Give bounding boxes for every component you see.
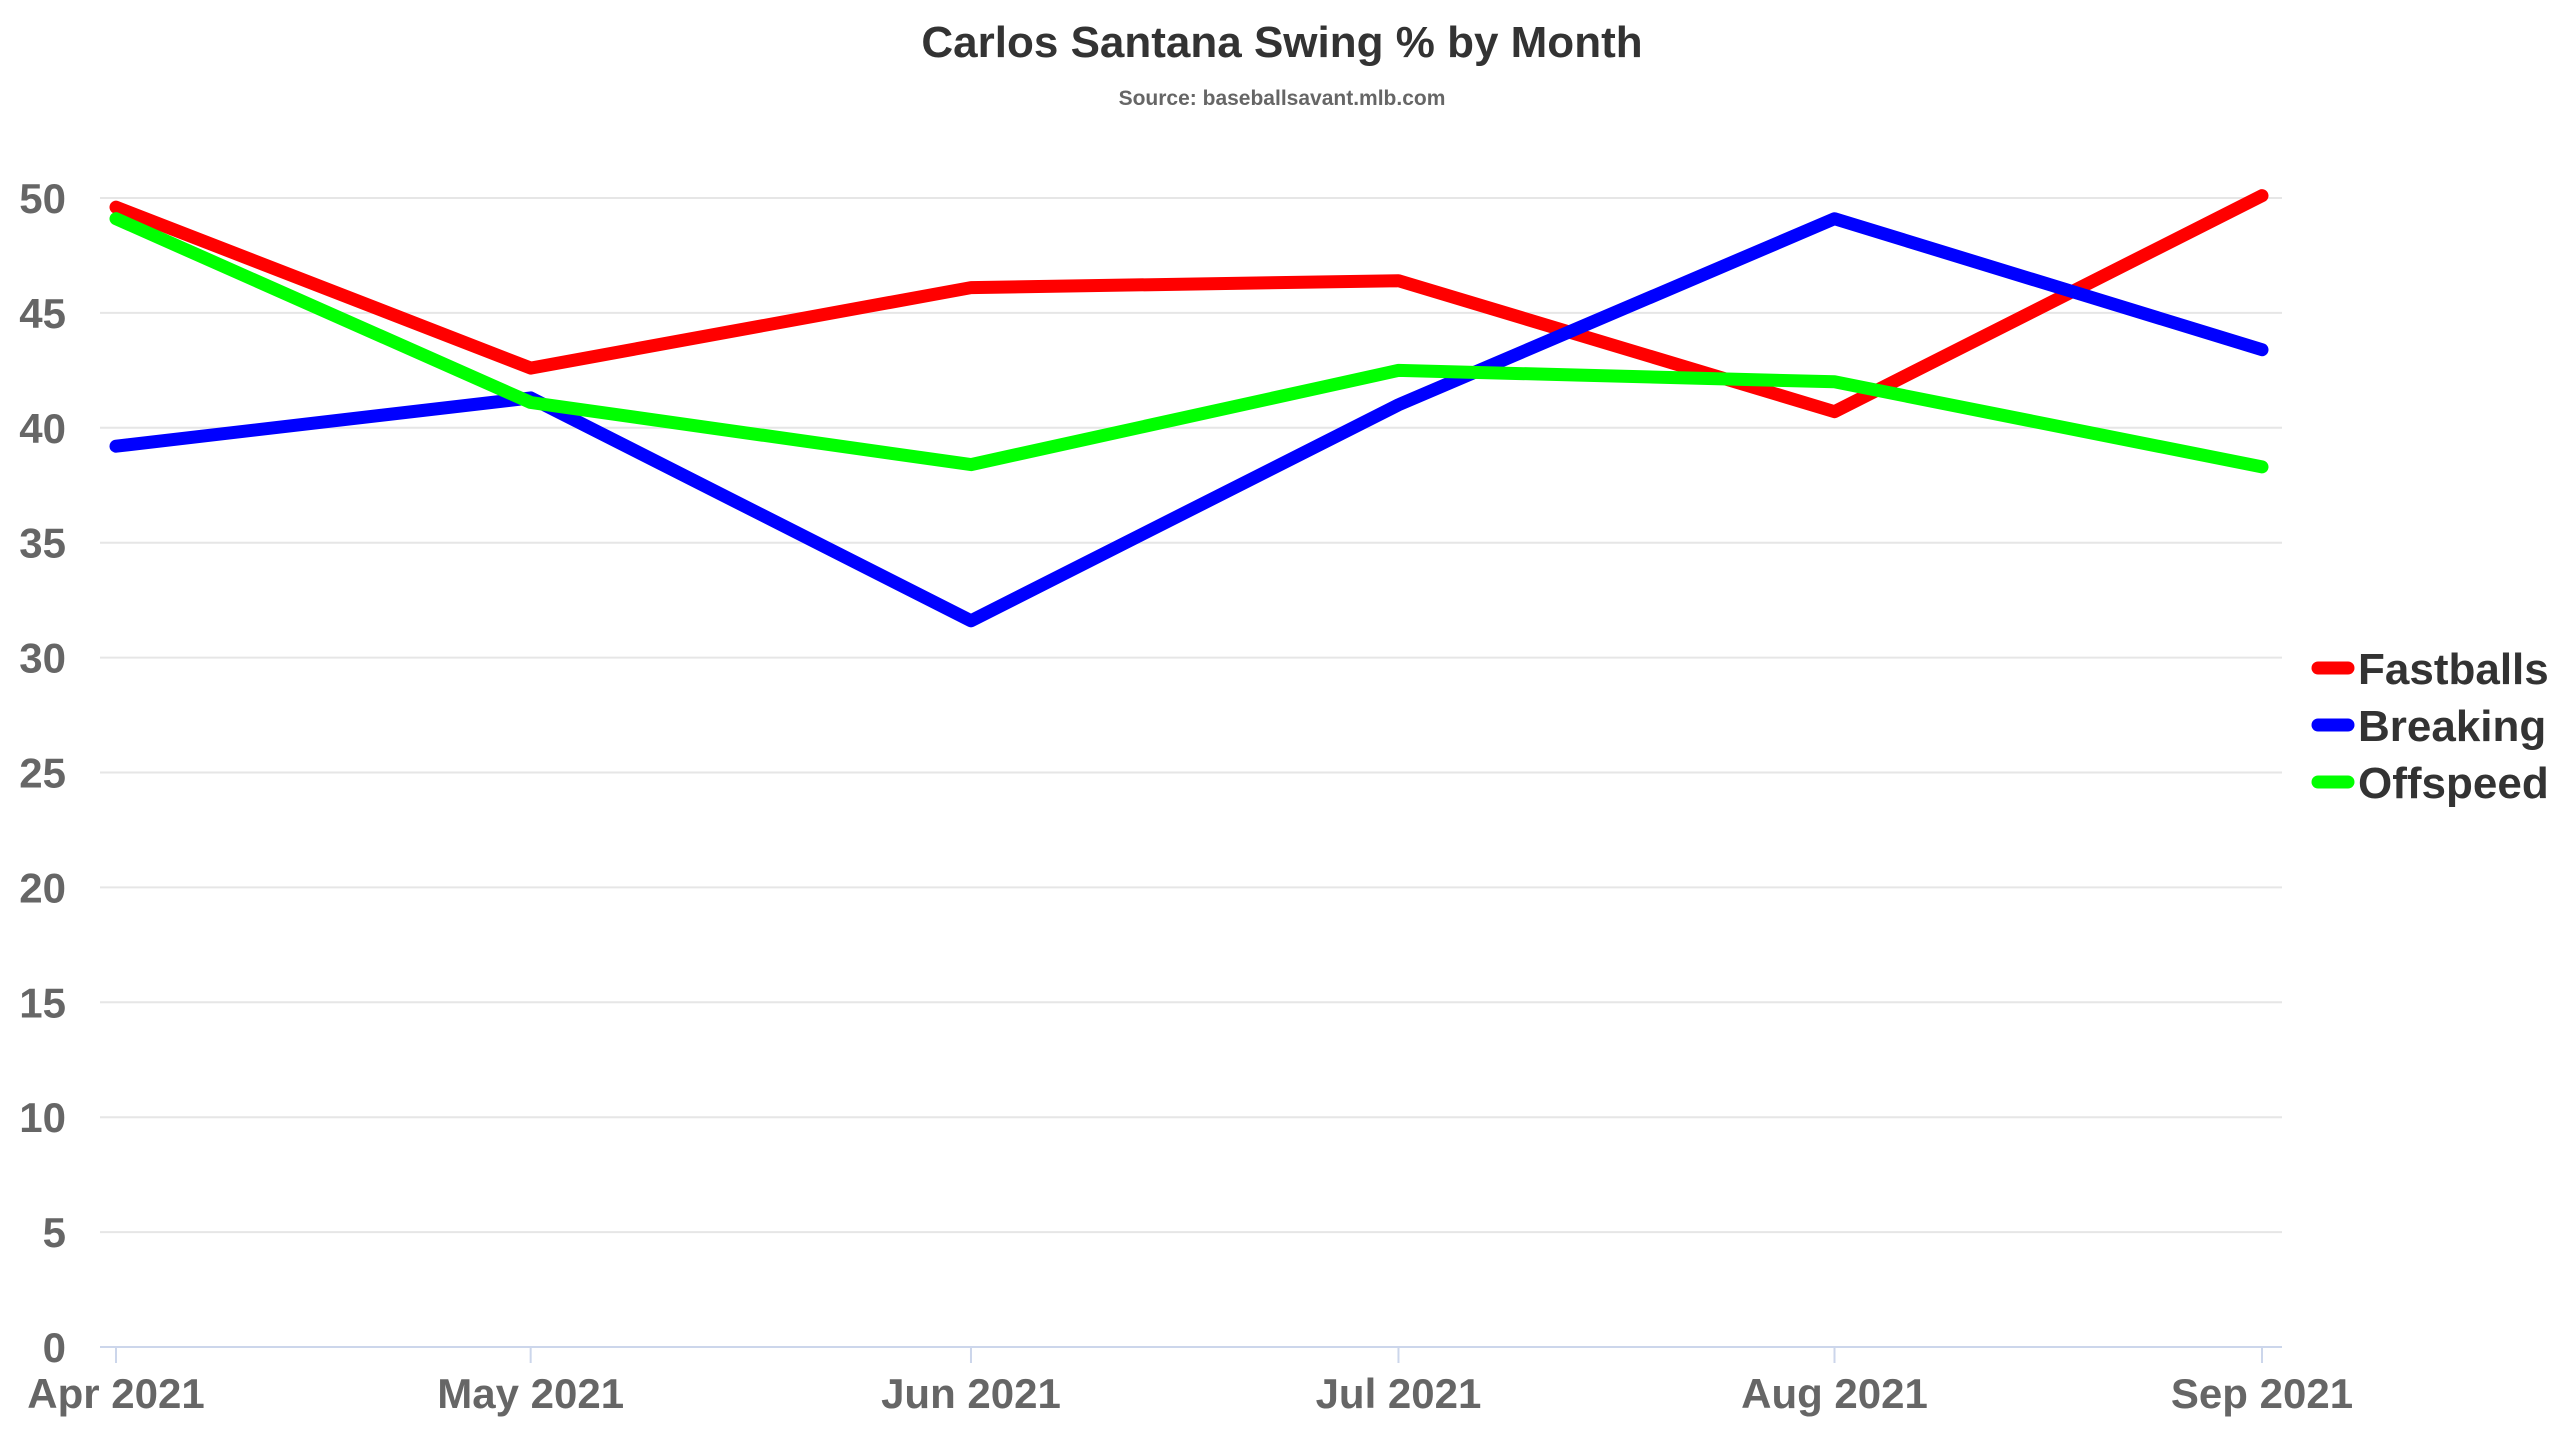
- y-tick-label: 5: [43, 1209, 66, 1256]
- y-tick-label: 25: [19, 750, 66, 797]
- chart-title: Carlos Santana Swing % by Month: [921, 18, 1642, 67]
- y-tick-label: 15: [19, 979, 66, 1026]
- y-tick-label: 45: [19, 290, 66, 337]
- y-tick-label: 35: [19, 520, 66, 567]
- legend-item-fastballs[interactable]: Fastballs: [2311, 645, 2549, 694]
- y-axis: 0 5 10 15 20 25 30 35 40 45 50: [19, 175, 66, 1371]
- series-line-offspeed[interactable]: [109, 212, 2269, 474]
- x-tick-label: Jul 2021: [1316, 1370, 1482, 1417]
- x-tick-label: Aug 2021: [1741, 1370, 1928, 1417]
- series-lines: [109, 189, 2269, 628]
- y-tick-label: 0: [43, 1324, 66, 1371]
- series-line-fastballs[interactable]: [109, 189, 2269, 419]
- y-tick-label: 20: [19, 864, 66, 911]
- gridlines: [100, 197, 2282, 1234]
- legend-label: Offspeed: [2358, 759, 2549, 808]
- y-tick-label: 30: [19, 635, 66, 682]
- y-tick-label: 40: [19, 405, 66, 452]
- legend: Fastballs Breaking Offspeed: [2311, 645, 2549, 808]
- legend-item-breaking[interactable]: Breaking: [2311, 702, 2546, 751]
- y-tick-label: 10: [19, 1094, 66, 1141]
- chart-subtitle: Source: baseballsavant.mlb.com: [1119, 87, 1446, 110]
- legend-label: Fastballs: [2358, 645, 2549, 694]
- series-line-breaking[interactable]: [109, 212, 2269, 628]
- legend-label: Breaking: [2358, 702, 2546, 751]
- x-tick-label: May 2021: [437, 1370, 624, 1417]
- legend-item-offspeed[interactable]: Offspeed: [2311, 759, 2549, 808]
- x-axis: Apr 2021 May 2021 Jun 2021 Jul 2021 Aug 2021…: [27, 1346, 2353, 1417]
- x-tick-label: Jun 2021: [881, 1370, 1061, 1417]
- x-tick-label: Apr 2021: [27, 1370, 204, 1417]
- x-tick-label: Sep 2021: [2171, 1370, 2353, 1417]
- y-tick-label: 50: [19, 175, 66, 222]
